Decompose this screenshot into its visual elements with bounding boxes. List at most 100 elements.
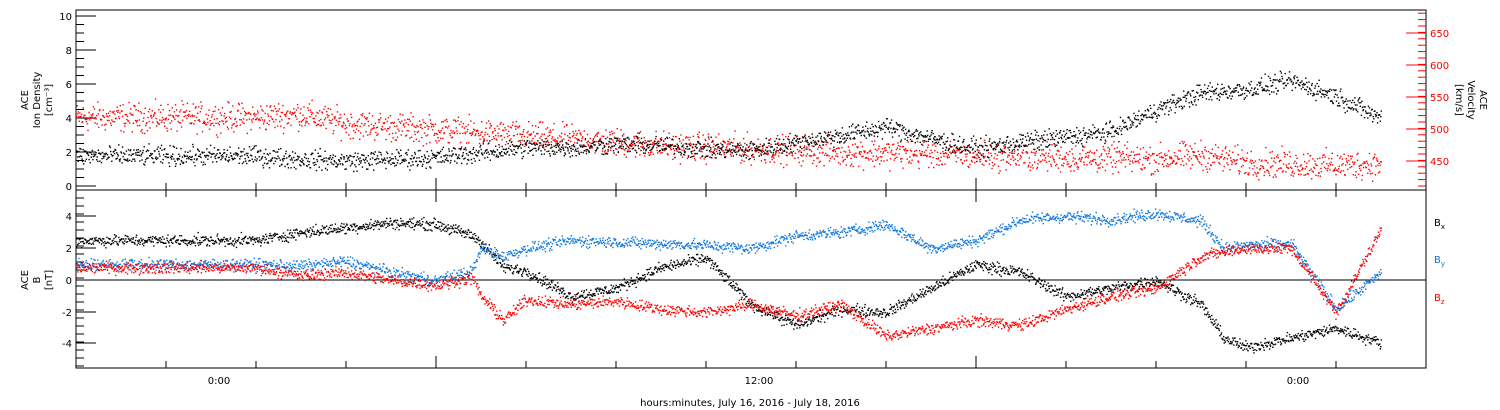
velocity-point: [983, 164, 985, 166]
density-point: [951, 151, 954, 153]
velocity-point: [461, 126, 463, 128]
velocity-point: [220, 114, 223, 116]
density-point: [226, 154, 228, 156]
velocity-point: [429, 119, 432, 121]
bx-point: [91, 238, 93, 241]
density-point: [711, 157, 713, 159]
velocity-point: [253, 113, 255, 116]
density-point: [102, 155, 104, 157]
velocity-point: [219, 120, 221, 123]
velocity-point: [726, 143, 729, 145]
velocity-point: [657, 152, 659, 154]
velocity-point: [336, 104, 338, 106]
density-point: [741, 148, 743, 151]
velocity-point: [668, 132, 670, 134]
density-point: [294, 152, 297, 154]
density-point: [520, 147, 522, 149]
velocity-point: [1177, 157, 1179, 159]
velocity-point: [205, 124, 207, 126]
density-point: [114, 149, 117, 151]
density-point: [1084, 132, 1086, 134]
velocity-point: [164, 118, 166, 120]
velocity-point: [900, 160, 902, 163]
velocity-point: [720, 154, 723, 156]
velocity-point: [1240, 166, 1243, 168]
density-point: [823, 137, 825, 139]
velocity-point: [506, 132, 508, 135]
velocity-point: [473, 122, 475, 124]
density-point: [476, 155, 479, 157]
velocity-point: [901, 157, 903, 160]
velocity-point: [116, 106, 118, 108]
velocity-axis-title-line2: Velocity: [1465, 80, 1476, 119]
density-point: [531, 148, 534, 151]
density-point: [1302, 82, 1305, 85]
velocity-point: [447, 127, 449, 129]
velocity-point: [1262, 166, 1264, 168]
velocity-point: [1211, 152, 1213, 155]
velocity-point: [895, 148, 898, 151]
density-point: [1001, 142, 1003, 144]
velocity-point: [245, 113, 247, 115]
density-point: [267, 154, 270, 156]
velocity-point: [1324, 156, 1326, 158]
density-point: [1196, 91, 1198, 93]
density-point: [1005, 141, 1007, 144]
density-point: [214, 157, 217, 160]
velocity-point: [1119, 152, 1121, 154]
density-point: [959, 148, 961, 150]
density-point: [574, 150, 576, 152]
density-point: [1190, 95, 1192, 97]
density-point: [283, 155, 285, 157]
velocity-point: [360, 132, 362, 134]
velocity-point: [777, 142, 779, 144]
velocity-point: [512, 121, 514, 123]
velocity-point: [434, 123, 436, 125]
density-point: [95, 151, 97, 154]
velocity-point: [918, 167, 920, 170]
velocity-point: [1093, 153, 1095, 155]
velocity-point: [328, 119, 331, 121]
density-point: [631, 140, 633, 142]
velocity-point: [956, 149, 958, 152]
velocity-point: [709, 151, 711, 153]
density-point: [96, 156, 98, 158]
density-point: [1109, 121, 1111, 124]
velocity-point: [296, 103, 299, 106]
velocity-point: [111, 119, 113, 121]
density-point: [1380, 110, 1382, 112]
velocity-point: [908, 162, 910, 164]
density-point: [888, 131, 891, 133]
density-point: [961, 146, 963, 149]
velocity-point: [174, 118, 176, 121]
velocity-point: [1329, 164, 1332, 166]
velocity-point: [197, 119, 199, 121]
density-point: [198, 150, 200, 152]
velocity-point: [1113, 147, 1116, 150]
velocity-point: [998, 172, 1000, 174]
velocity-point: [242, 118, 245, 120]
density-point: [749, 157, 751, 160]
density-point: [111, 160, 113, 162]
velocity-point: [1251, 162, 1253, 165]
density-point: [766, 146, 769, 149]
velocity-point: [566, 124, 568, 126]
velocity-point: [863, 151, 866, 154]
velocity-point: [968, 146, 970, 148]
density-point: [1359, 97, 1361, 99]
velocity-point: [472, 131, 474, 133]
density-point: [453, 147, 455, 149]
density-point: [198, 155, 200, 157]
velocity-point: [1244, 172, 1246, 175]
density-point: [104, 153, 106, 155]
density-point: [829, 137, 831, 140]
velocity-point: [389, 115, 392, 117]
velocity-point: [1376, 159, 1378, 161]
velocity-point: [943, 152, 946, 155]
density-point: [628, 138, 630, 140]
density-point: [1282, 82, 1285, 85]
velocity-point: [648, 146, 651, 148]
density-point: [90, 152, 92, 154]
density-point: [1138, 110, 1140, 112]
density-point: [879, 125, 881, 127]
